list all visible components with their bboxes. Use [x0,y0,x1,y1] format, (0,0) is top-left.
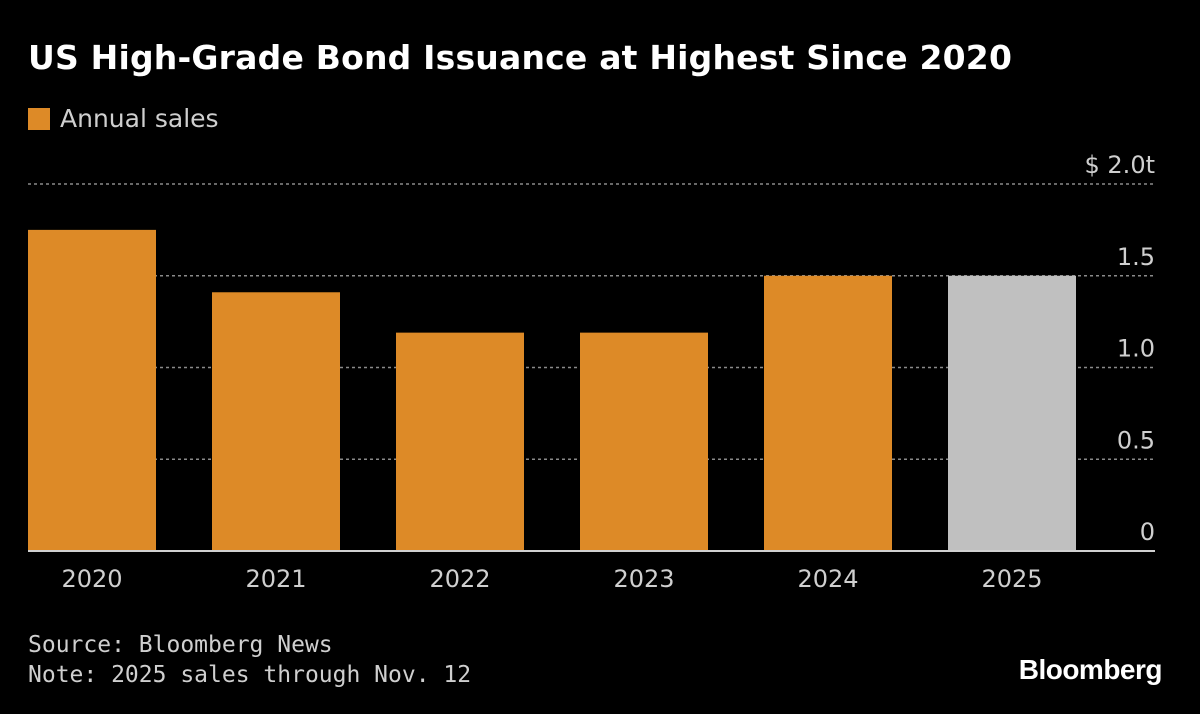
bar-2020 [28,229,156,551]
bar-2021 [212,292,340,551]
y-tick-label: 0 [1140,518,1155,546]
y-tick-label: 1.5 [1117,243,1155,271]
bar-2022 [396,332,524,551]
chart-title: US High-Grade Bond Issuance at Highest S… [28,38,1013,77]
legend: Annual sales [28,104,219,133]
x-tick-label: 2025 [981,565,1042,593]
x-tick-label: 2023 [613,565,674,593]
legend-label: Annual sales [60,104,219,133]
x-tick-label: 2022 [429,565,490,593]
x-tick-label: 2020 [61,565,122,593]
y-tick-label: 0.5 [1117,426,1155,454]
x-tick-label: 2021 [245,565,306,593]
bar-2024 [764,275,892,551]
y-tick-label: $ 2.0t [1085,151,1155,179]
source-text: Source: Bloomberg News [28,632,333,658]
x-tick-label: 2024 [797,565,858,593]
bar-2025 [948,275,1076,551]
bloomberg-logo: Bloomberg [1018,654,1163,685]
bar-2023 [580,332,708,551]
chart-footer: Source: Bloomberg News Note: 2025 sales … [28,630,471,690]
note-text: Note: 2025 sales through Nov. 12 [28,662,472,688]
y-tick-label: 1.0 [1117,335,1155,363]
legend-swatch [28,107,50,130]
bar-chart: 2020 2021 2022 2023 2024 2025 0 0.5 1.0 1.5 $ 2.0t [28,151,1155,593]
